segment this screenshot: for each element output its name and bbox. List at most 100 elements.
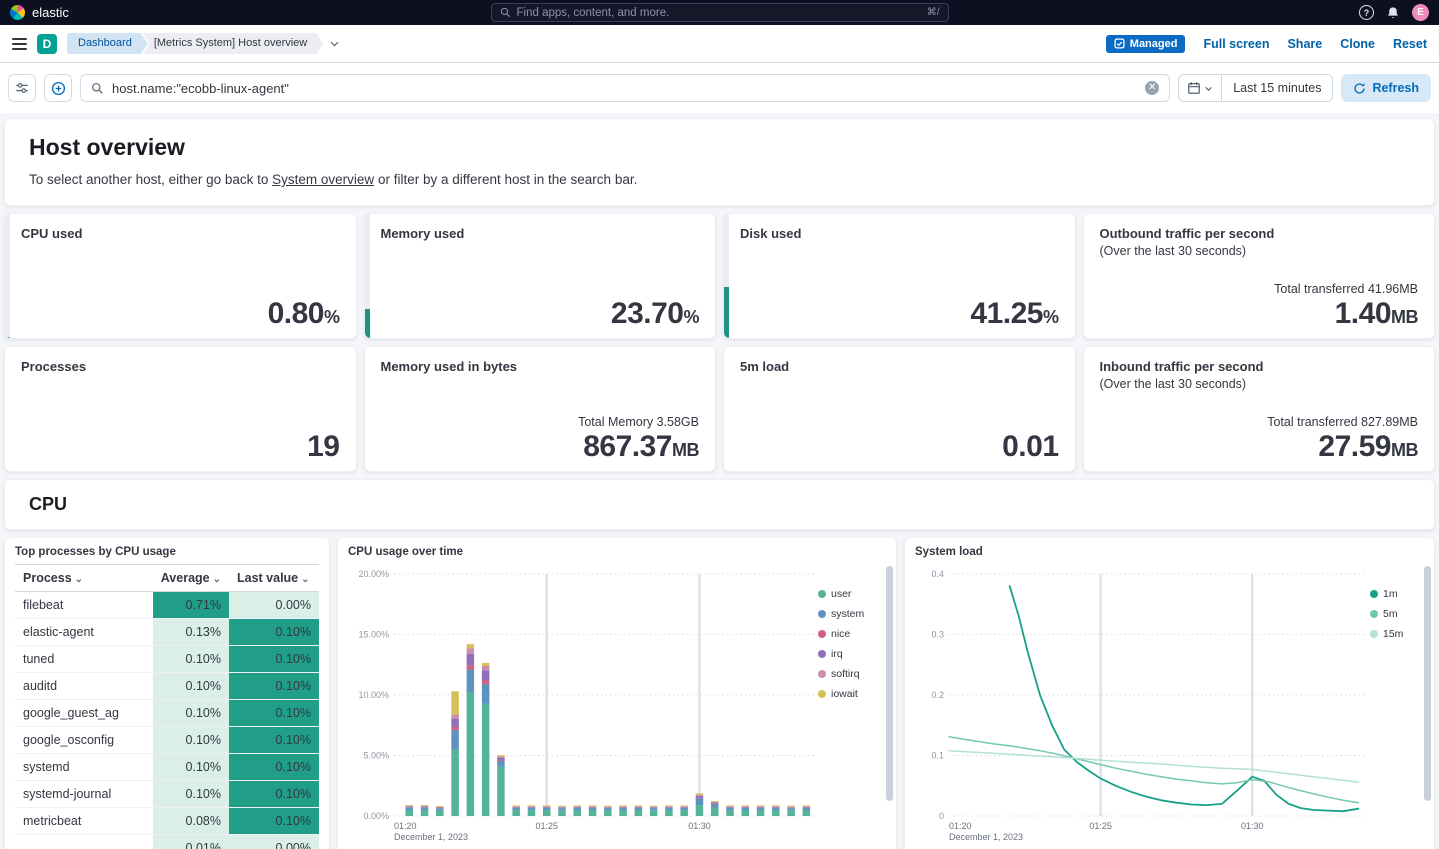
plus-circle-icon — [51, 81, 66, 96]
legend-item-iowait[interactable]: iowait — [818, 688, 864, 700]
average-cell: 0.10% — [153, 673, 229, 700]
table-row: filebeat0.71%0.00% — [15, 592, 319, 619]
legend-item-system[interactable]: system — [818, 608, 864, 620]
breadcrumb-current[interactable]: [Metrics System] Host overview — [143, 33, 323, 54]
managed-icon — [1114, 38, 1125, 49]
refresh-icon — [1353, 82, 1366, 95]
table-row: auditd0.10%0.10% — [15, 673, 319, 700]
legend-item-nice[interactable]: nice — [818, 628, 864, 640]
metric-value: 867.37MB — [578, 432, 699, 462]
metric-card: 5m load0.01 — [723, 346, 1076, 472]
table-row: tuned0.10%0.10% — [15, 646, 319, 673]
clone-button[interactable]: Clone — [1340, 37, 1375, 51]
svg-text:0: 0 — [939, 811, 944, 821]
metric-value-block: 19 — [307, 432, 339, 462]
dashboard-content: Host overview To select another host, ei… — [0, 113, 1439, 849]
last-value-cell: 0.10% — [229, 619, 319, 646]
legend-item-5m[interactable]: 5m — [1370, 608, 1403, 620]
svg-text:01:30: 01:30 — [688, 821, 711, 831]
metric-unit: % — [324, 307, 340, 327]
svg-text:0.3: 0.3 — [931, 630, 944, 640]
time-range-button[interactable]: Last 15 minutes — [1222, 81, 1332, 95]
query-input[interactable]: ✕ — [80, 74, 1170, 102]
share-button[interactable]: Share — [1287, 37, 1322, 51]
metric-title: Inbound traffic per second — [1100, 359, 1419, 374]
column-header-average[interactable]: Average⌄ — [153, 565, 229, 592]
metric-value: 19 — [307, 432, 339, 462]
metric-value: 41.25% — [970, 299, 1058, 329]
settings-icon[interactable]: ? — [1359, 5, 1374, 20]
svg-text:0.00%: 0.00% — [363, 811, 389, 821]
average-cell: 0.71% — [153, 592, 229, 619]
calendar-icon — [1187, 81, 1201, 95]
dashboard-app-icon[interactable]: D — [37, 34, 57, 54]
last-value-cell: 0.00% — [229, 835, 319, 849]
last-value-cell: 0.00% — [229, 592, 319, 619]
last-value-cell: 0.10% — [229, 727, 319, 754]
brand[interactable]: elastic — [10, 5, 69, 20]
svg-text:December 1, 2023: December 1, 2023 — [394, 832, 468, 842]
search-icon — [91, 82, 104, 95]
metric-unit: MB — [1391, 307, 1418, 327]
average-cell: 0.10% — [153, 700, 229, 727]
cpu-section-panel: CPU — [4, 479, 1435, 530]
legend-item-irq[interactable]: irq — [818, 648, 864, 660]
query-text-input[interactable] — [112, 81, 1137, 96]
metric-title: Memory used — [381, 226, 700, 241]
legend-item-15m[interactable]: 15m — [1370, 628, 1403, 640]
metric-unit: % — [683, 307, 699, 327]
process-name-cell: metricbeat — [15, 808, 153, 835]
legend-item-1m[interactable]: 1m — [1370, 588, 1403, 600]
legend-dot — [818, 670, 826, 678]
user-avatar[interactable]: E — [1412, 4, 1429, 21]
legend-label: 15m — [1383, 628, 1403, 640]
process-table: Process⌄ Average⌄ Last value⌄ filebeat0.… — [15, 564, 319, 849]
legend-label: 1m — [1383, 588, 1398, 600]
table-row: 0.01%0.00% — [15, 835, 319, 849]
metric-value-block: 0.80% — [268, 299, 340, 329]
menu-icon[interactable] — [12, 38, 27, 50]
breadcrumb-dashboard[interactable]: Dashboard — [67, 33, 148, 54]
full-screen-button[interactable]: Full screen — [1203, 37, 1269, 51]
refresh-button[interactable]: Refresh — [1341, 74, 1431, 102]
chevron-down-icon[interactable] — [329, 38, 340, 49]
reset-button[interactable]: Reset — [1393, 37, 1427, 51]
legend-dot — [1370, 590, 1378, 598]
legend-item-user[interactable]: user — [818, 588, 864, 600]
calendar-button[interactable] — [1179, 75, 1222, 101]
column-header-process[interactable]: Process⌄ — [15, 565, 153, 592]
chart-title: CPU usage over time — [348, 546, 886, 558]
metric-card: Memory used23.70% — [364, 213, 717, 339]
global-search-input[interactable] — [517, 7, 921, 19]
table-row: systemd0.10%0.10% — [15, 754, 319, 781]
panel-scrollbar[interactable] — [886, 566, 893, 801]
description-text: or filter by a different host in the sea… — [374, 172, 637, 187]
notifications-icon[interactable] — [1386, 6, 1400, 20]
legend-label: nice — [831, 628, 850, 640]
svg-text:5.00%: 5.00% — [363, 751, 389, 761]
metric-progress-fill — [724, 287, 729, 338]
last-value-cell: 0.10% — [229, 673, 319, 700]
clear-query-icon[interactable]: ✕ — [1145, 81, 1159, 95]
system-load-panel: System load 00.10.20.30.401:2001:2501:30… — [904, 537, 1435, 849]
add-filter-button[interactable] — [44, 74, 72, 102]
svg-text:20.00%: 20.00% — [358, 569, 389, 579]
global-search[interactable]: ⌘/ — [491, 3, 949, 22]
svg-text:0.4: 0.4 — [931, 569, 944, 579]
legend-dot — [1370, 610, 1378, 618]
metric-value: 27.59MB — [1267, 432, 1418, 462]
svg-text:0.1: 0.1 — [931, 751, 944, 761]
process-table-panel: Top processes by CPU usage Process⌄ Aver… — [4, 537, 330, 849]
column-header-last-value[interactable]: Last value⌄ — [229, 565, 319, 592]
managed-badge[interactable]: Managed — [1106, 35, 1186, 53]
average-cell: 0.08% — [153, 808, 229, 835]
cpu-usage-panel: CPU usage over time 0.00%5.00%10.00%15.0… — [337, 537, 897, 849]
system-overview-link[interactable]: System overview — [272, 172, 374, 187]
metric-value: 1.40MB — [1274, 299, 1418, 329]
legend-item-softirq[interactable]: softirq — [818, 668, 864, 680]
panel-scrollbar[interactable] — [1424, 566, 1431, 801]
metric-title: CPU used — [21, 226, 340, 241]
filter-menu-button[interactable] — [8, 74, 36, 102]
metric-progress-fill — [365, 309, 370, 338]
managed-label: Managed — [1130, 38, 1178, 50]
